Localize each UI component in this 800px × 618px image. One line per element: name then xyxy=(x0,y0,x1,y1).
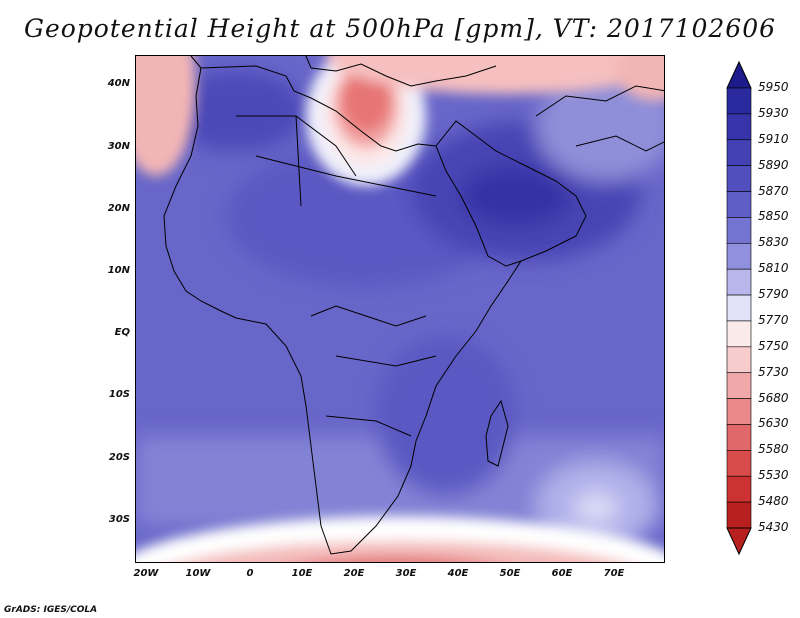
lon-label-40e: 40E xyxy=(447,568,469,579)
colorbar-label: 5580 xyxy=(758,442,789,457)
coastlines xyxy=(163,56,664,555)
colorbar-top-arrow xyxy=(726,60,752,89)
lon-label-10e: 10E xyxy=(291,568,313,579)
colorbar-label: 5430 xyxy=(758,520,789,534)
colorbar-label: 5950 xyxy=(758,80,789,94)
colorbar-cell xyxy=(726,372,752,399)
colorbar-label: 5630 xyxy=(758,416,789,431)
lon-label-60e: 60E xyxy=(551,568,573,579)
lat-label-20s: 20S xyxy=(108,452,130,463)
colorbar-cell xyxy=(726,346,752,374)
lon-label-10w: 10W xyxy=(185,568,211,579)
colorbar-label: 5810 xyxy=(758,261,789,276)
colorbar-cell xyxy=(726,242,752,270)
lon-label-50e: 50E xyxy=(499,568,521,579)
map-title: Geopotential Height at 500hPa [gpm], VT:… xyxy=(23,14,777,43)
colorbar-cell xyxy=(726,320,752,348)
colorbar-cell xyxy=(726,398,752,425)
grads-credit: GrADS: IGES/COLA xyxy=(4,605,98,615)
colorbar-label: 5530 xyxy=(758,468,789,483)
height-field xyxy=(136,56,664,562)
colorbar-cell xyxy=(726,294,752,322)
colorbar-label: 5480 xyxy=(758,494,789,509)
colorbar-label: 5790 xyxy=(758,287,789,302)
colorbar-cell xyxy=(726,165,752,192)
colorbar-cell xyxy=(726,424,752,451)
lat-label-30s: 30S xyxy=(108,514,130,525)
colorbar-cell xyxy=(726,139,752,166)
lon-label-70e: 70E xyxy=(603,568,625,579)
lat-label-10s: 10S xyxy=(108,389,130,400)
lat-label-20n: 20N xyxy=(107,203,130,214)
colorbar-cell xyxy=(726,191,752,218)
lat-label-eq: EQ xyxy=(114,327,130,338)
colorbar-label: 5890 xyxy=(758,157,789,172)
colorbar-cell xyxy=(726,113,752,141)
lon-label-20w: 20W xyxy=(133,568,159,579)
colorbar-label: 5850 xyxy=(758,209,789,224)
colorbar-label: 5730 xyxy=(758,364,789,379)
colorbar-label: 5930 xyxy=(758,105,789,120)
map-panel xyxy=(135,55,665,563)
colorbar-cell xyxy=(726,501,752,529)
lat-label-30n: 30N xyxy=(107,141,130,152)
colorbar-cell xyxy=(726,217,752,244)
colorbar-label: 5830 xyxy=(758,235,789,250)
colorbar-label: 5770 xyxy=(758,312,789,327)
colorbar-cell xyxy=(726,268,752,296)
colorbar-label: 5680 xyxy=(758,390,789,405)
colorbar-cell xyxy=(726,475,752,503)
lon-label-30e: 30E xyxy=(395,568,417,579)
lon-label-0: 0 xyxy=(246,568,254,579)
lat-label-40n: 40N xyxy=(107,78,130,89)
lat-label-10n: 10N xyxy=(107,265,130,276)
colorbar-label: 5870 xyxy=(758,183,789,198)
colorbar xyxy=(726,60,752,556)
lon-label-20e: 20E xyxy=(343,568,365,579)
colorbar-label: 5910 xyxy=(758,131,789,146)
colorbar-bottom-arrow xyxy=(726,527,752,556)
colorbar-cell xyxy=(726,450,752,477)
colorbar-cell xyxy=(726,87,752,115)
colorbar-label: 5750 xyxy=(758,338,789,353)
